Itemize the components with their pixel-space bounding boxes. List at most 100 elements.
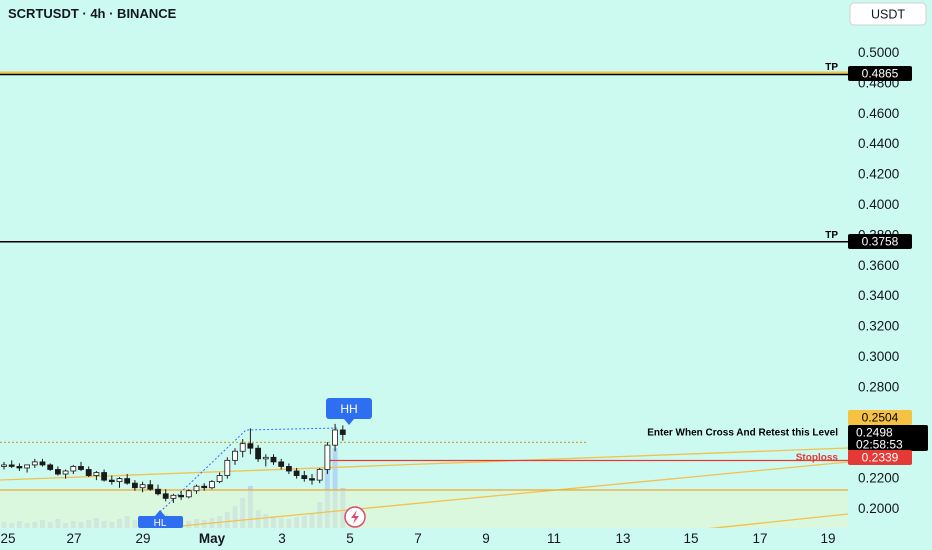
candle-body xyxy=(24,464,31,469)
tp1-price-text: 0.4865 xyxy=(862,67,899,81)
candle-body xyxy=(16,466,23,469)
candle-body xyxy=(8,464,15,467)
candles-layer xyxy=(1,423,346,503)
time-tick-label: 11 xyxy=(547,531,561,546)
tp1-label: TP xyxy=(825,62,838,73)
time-tick-label: 7 xyxy=(414,531,422,546)
candle-body xyxy=(131,482,138,489)
entry-level: Enter When Cross And Retest this Level 0… xyxy=(647,410,912,439)
time-tick-label: 15 xyxy=(683,531,698,546)
symbol-title: SCRTUSDT · 4h · BINANCE xyxy=(8,6,177,21)
candle-body xyxy=(124,478,131,484)
lightning-icon[interactable] xyxy=(344,506,366,528)
candle-body xyxy=(185,490,192,498)
candle-body xyxy=(224,459,231,476)
tp2-label: TP xyxy=(825,230,838,241)
time-tick-label: 9 xyxy=(482,531,490,546)
time-tick-label: 29 xyxy=(135,531,150,546)
candle-body xyxy=(324,444,331,470)
time-tick-label: May xyxy=(199,531,226,546)
entry-price-text: 0.2504 xyxy=(862,411,899,425)
candle-body xyxy=(70,466,77,472)
current-price: 0.2498 02:58:53 xyxy=(848,425,928,452)
price-tick-label: 0.2200 xyxy=(858,471,899,486)
bottom-marker[interactable]: HL xyxy=(138,510,183,529)
trend-line-upper xyxy=(0,447,849,481)
candle-body xyxy=(247,443,254,449)
candle-body xyxy=(285,466,292,472)
price-tick-label: 0.5000 xyxy=(858,45,899,60)
tp2-price-text: 0.3758 xyxy=(862,235,899,249)
current-price-badge xyxy=(848,425,928,451)
price-tick-label: 0.3600 xyxy=(858,258,899,273)
support-zone xyxy=(0,490,848,528)
currency-button-label: USDT xyxy=(871,8,905,22)
candle-body xyxy=(301,475,308,479)
time-axis-ticks: 25 27 29 May 3 5 7 9 11 13 15 17 19 xyxy=(0,531,835,546)
stoploss-price-badge xyxy=(848,450,912,465)
price-tick-label: 0.4400 xyxy=(858,136,899,151)
candle-body xyxy=(270,456,277,463)
time-tick-label: 17 xyxy=(752,531,767,546)
candle-body xyxy=(193,485,200,492)
tp1-level: TP 0.4865 xyxy=(825,62,912,81)
tp1-price-badge xyxy=(848,66,912,81)
candle-body xyxy=(170,494,177,499)
candle-body xyxy=(339,429,346,435)
bottom-marker-label: HL xyxy=(154,518,167,529)
candle-body xyxy=(62,470,69,475)
candle-body xyxy=(232,450,238,461)
time-tick-label: 19 xyxy=(820,531,835,546)
candle-body xyxy=(116,478,123,483)
candle-body xyxy=(78,466,84,470)
hh-marker-label: HH xyxy=(340,402,357,416)
candle-body xyxy=(216,475,223,483)
candle-body xyxy=(147,484,154,490)
time-tick-label: 13 xyxy=(615,531,630,546)
candle-body xyxy=(293,470,300,476)
candle-body xyxy=(47,464,54,470)
price-tick-label: 0.3400 xyxy=(858,288,899,303)
time-tick-label: 27 xyxy=(66,531,81,546)
candle-body xyxy=(101,472,107,481)
time-tick-label: 3 xyxy=(278,531,286,546)
candle-body xyxy=(162,493,169,499)
candle-body xyxy=(208,481,215,489)
price-tick-label: 0.4200 xyxy=(858,167,899,182)
candle-body xyxy=(255,447,262,460)
currency-button[interactable]: USDT xyxy=(849,2,927,26)
zigzag-line xyxy=(159,427,339,513)
hh-marker[interactable]: HH xyxy=(326,398,372,425)
candle-body xyxy=(85,469,92,476)
candle-body xyxy=(1,464,7,467)
price-tick-label: 0.2000 xyxy=(858,501,899,516)
price-tick-label: 0.4600 xyxy=(858,106,899,121)
candle-body xyxy=(178,494,185,498)
entry-label: Enter When Cross And Retest this Level xyxy=(647,428,838,439)
candle-body xyxy=(239,443,246,452)
current-price-text: 0.2498 xyxy=(856,426,893,440)
candle-body xyxy=(332,429,339,446)
candle-body xyxy=(108,479,115,483)
candle-body xyxy=(262,456,269,460)
candle-body xyxy=(93,472,100,476)
candle-body xyxy=(201,485,208,489)
candle-body xyxy=(139,484,146,489)
level-lines xyxy=(0,71,848,462)
candle-body xyxy=(316,469,323,481)
tp2-level: TP 0.3758 xyxy=(825,230,912,249)
candle-body xyxy=(278,461,285,467)
stoploss-price-text: 0.2339 xyxy=(862,451,899,465)
time-tick-label: 5 xyxy=(346,531,354,546)
stoploss-level: Stoploss 0.2339 xyxy=(796,450,912,465)
time-tick-label: 25 xyxy=(0,531,15,546)
candle-body xyxy=(155,488,161,495)
time-axis[interactable] xyxy=(0,528,848,550)
price-tick-label: 0.4000 xyxy=(858,197,899,212)
price-tick-label: 0.2800 xyxy=(858,379,899,394)
candle-body xyxy=(309,478,315,481)
candle-body xyxy=(39,461,46,466)
entry-price-badge xyxy=(848,410,912,425)
